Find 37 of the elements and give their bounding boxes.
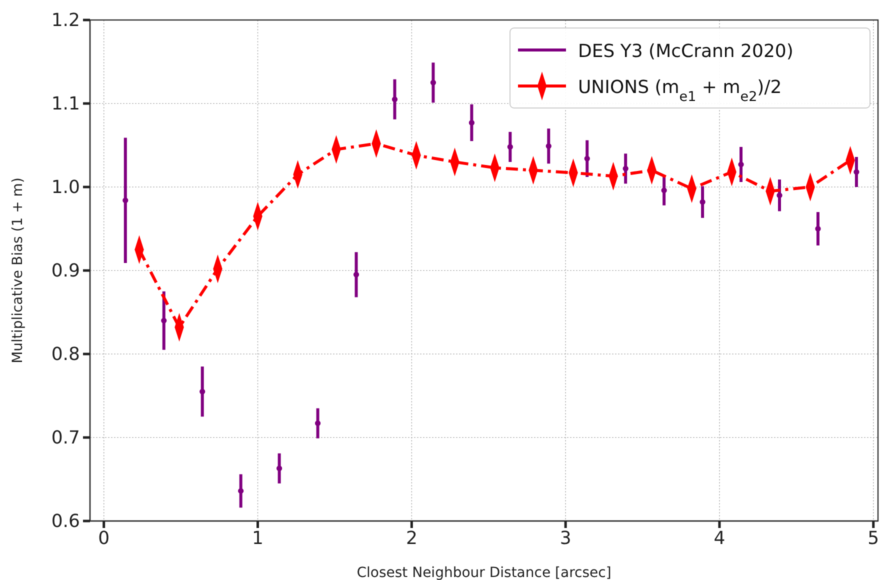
point [661,188,667,194]
x-tick-label: 1 [252,528,264,549]
point [468,120,475,126]
legend-label: DES Y3 (McCrann 2020) [578,41,794,62]
point [161,318,167,324]
point [353,272,360,278]
y-tick-label: 1.0 [51,176,80,198]
point [622,166,628,172]
point [238,488,244,494]
x-tick-label: 2 [406,528,418,549]
point [776,192,782,198]
y-tick-label: 0.8 [51,344,80,365]
x-axis-title: Closest Neighbour Distance [arcsec] [356,565,612,580]
y-tick-label: 1.2 [51,10,80,31]
x-tick-label: 0 [98,528,110,549]
y-tick-label: 0.6 [51,510,80,532]
y-axis-title: Multiplicative Bias (1 + m) [10,178,26,364]
point [700,199,706,205]
point [738,162,744,168]
point [314,420,321,426]
point [200,388,206,394]
point [430,80,436,86]
y-tick-label: 1.1 [51,93,80,114]
point [546,143,552,149]
y-tick-label: 0.9 [51,260,80,282]
x-tick-label: 5 [868,528,880,549]
point [507,144,513,150]
y-tick-label: 0.7 [51,427,80,448]
point [392,96,398,102]
point [276,466,282,472]
point [584,156,590,162]
legend-label: UNIONS (m$_{e1}$ + m$_{e2}$)/2 [578,77,782,105]
point [815,226,821,232]
x-tick-label: 4 [714,528,726,549]
point [122,198,128,204]
point [854,169,860,175]
x-tick-label: 3 [560,528,572,549]
